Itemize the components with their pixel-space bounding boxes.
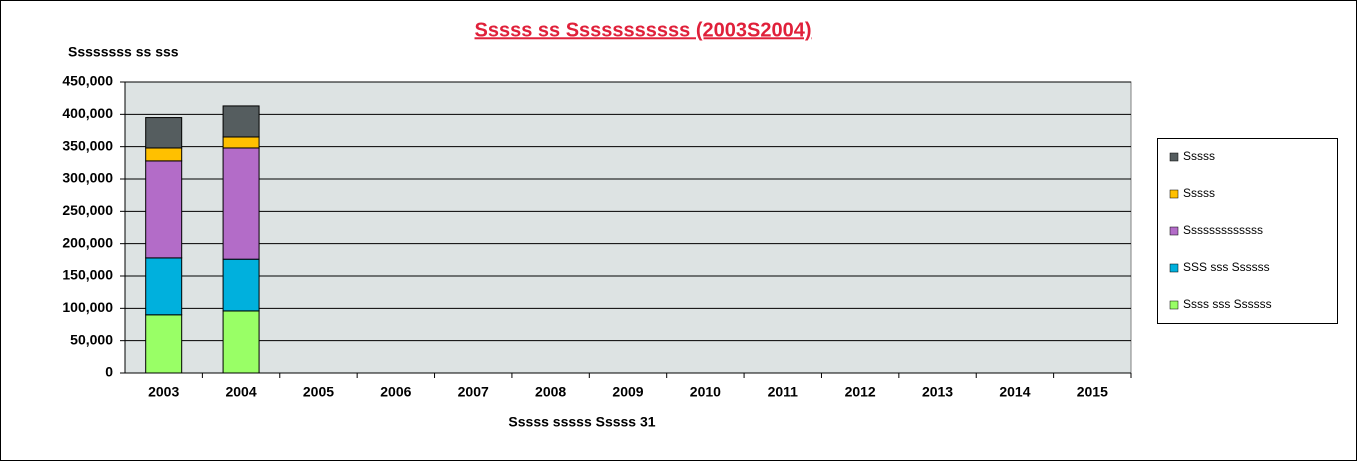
legend-label: Ssss sss Ssssss [1183,297,1272,311]
x-tick-label: 2015 [1077,384,1108,400]
x-tick-label: 2010 [690,384,721,400]
y-tick-label: 300,000 [62,170,113,186]
plot-area [124,81,1132,374]
legend-label: Sssssssssssss [1183,223,1263,237]
legend-label: Sssss [1183,149,1215,163]
bar-segment [145,314,183,374]
bar-segment [222,136,260,149]
y-tick-label: 150,000 [62,267,113,283]
x-tick-label: 2012 [845,384,876,400]
bar-segment [145,257,183,316]
x-tick-label: 2007 [458,384,489,400]
legend-swatch [1169,263,1179,273]
y-tick-label: 400,000 [62,105,113,121]
legend-box [1157,138,1338,324]
bar-segment [222,105,260,138]
legend-swatch [1169,226,1179,236]
bar-segment [222,310,260,374]
bar-segment [222,147,260,260]
x-tick-label: 2009 [612,384,643,400]
x-tick-label: 2008 [535,384,566,400]
legend-swatch [1169,152,1179,162]
y-tick-label: 350,000 [62,137,113,153]
legend-label: SSS sss Ssssss [1183,260,1270,274]
x-tick-label: 2003 [148,384,179,400]
legend-swatch [1169,300,1179,310]
x-tick-label: 2006 [380,384,411,400]
x-tick-label: 2013 [922,384,953,400]
x-axis-label: Sssss sssss Sssss 31 [508,414,655,430]
x-tick-label: 2005 [303,384,334,400]
y-tick-label: 0 [105,364,113,380]
y-tick-label: 50,000 [70,331,113,347]
chart-title: Sssss ss Sssssssssss (2003S2004) [475,19,812,41]
y-tick-label: 100,000 [62,299,113,315]
bar-segment [145,147,183,162]
bar-segment [145,117,183,149]
x-tick-label: 2011 [768,384,799,400]
y-tick-label: 200,000 [62,234,113,250]
legend-label: Sssss [1183,186,1215,200]
bar-segment [222,258,260,312]
x-tick-label: 2004 [225,384,256,400]
y-tick-label: 450,000 [62,73,113,89]
y-axis-label: Ssssssss ss sss [68,44,179,60]
bar-segment [145,160,183,259]
y-tick-label: 250,000 [62,202,113,218]
x-tick-label: 2014 [999,384,1030,400]
legend-swatch [1169,189,1179,199]
